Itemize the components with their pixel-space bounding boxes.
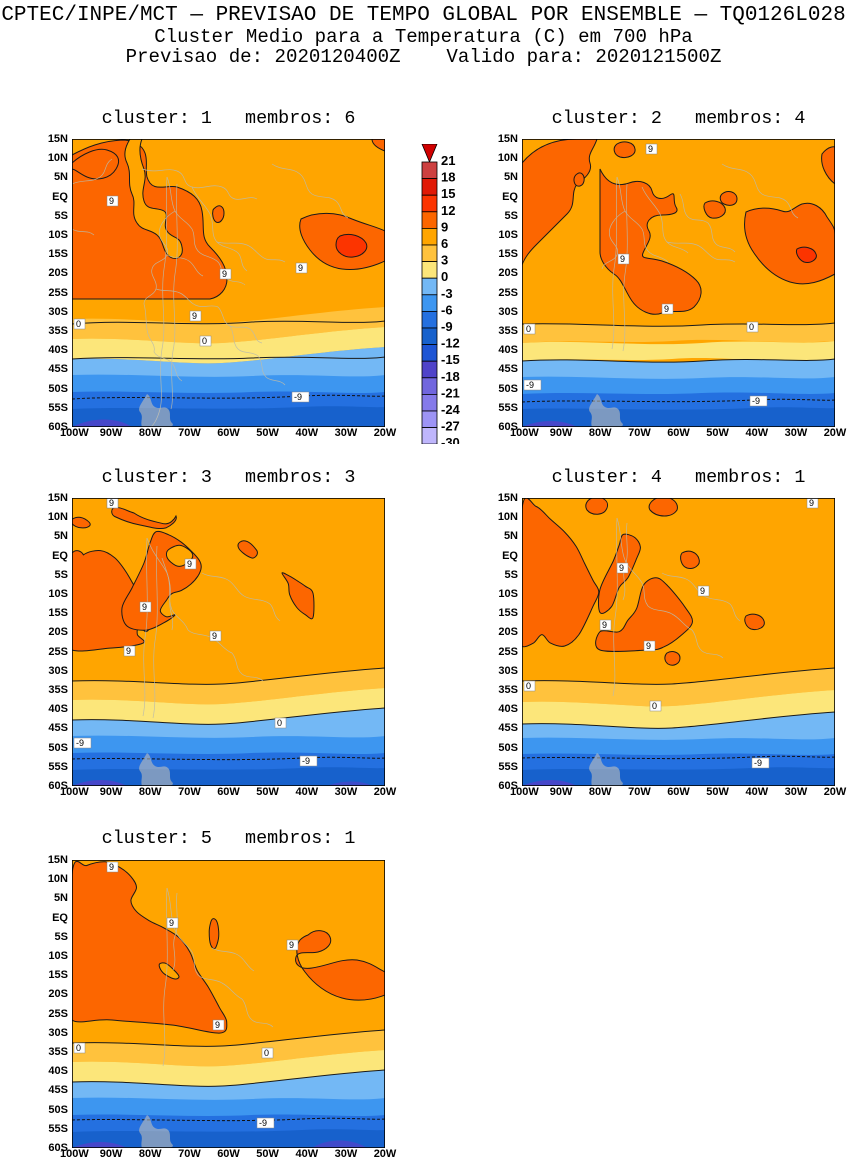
svg-text:9: 9 <box>664 304 669 314</box>
svg-text:-18: -18 <box>441 369 460 384</box>
svg-text:15: 15 <box>441 186 455 201</box>
svg-text:9: 9 <box>215 1020 220 1030</box>
svg-text:9: 9 <box>646 641 651 651</box>
svg-text:9: 9 <box>212 631 217 641</box>
svg-text:0: 0 <box>76 319 81 329</box>
svg-text:0: 0 <box>526 681 531 691</box>
svg-text:9: 9 <box>441 219 448 234</box>
svg-text:9: 9 <box>109 498 114 508</box>
svg-text:-12: -12 <box>441 336 460 351</box>
svg-text:0: 0 <box>652 701 657 711</box>
svg-text:-3: -3 <box>441 286 453 301</box>
svg-text:-9: -9 <box>259 1118 267 1128</box>
svg-text:3: 3 <box>441 253 448 268</box>
svg-text:9: 9 <box>169 918 174 928</box>
svg-text:9: 9 <box>126 646 131 656</box>
svg-text:9: 9 <box>187 559 192 569</box>
svg-text:18: 18 <box>441 170 455 185</box>
svg-text:21: 21 <box>441 153 455 168</box>
svg-text:9: 9 <box>192 311 197 321</box>
svg-text:9: 9 <box>809 498 814 508</box>
svg-text:9: 9 <box>222 269 227 279</box>
svg-text:9: 9 <box>648 144 653 154</box>
svg-text:9: 9 <box>700 586 705 596</box>
svg-text:-27: -27 <box>441 419 460 434</box>
svg-text:9: 9 <box>298 263 303 273</box>
svg-text:-9: -9 <box>76 738 84 748</box>
svg-text:-15: -15 <box>441 352 460 367</box>
svg-text:9: 9 <box>142 602 147 612</box>
svg-text:-9: -9 <box>526 380 534 390</box>
svg-text:-21: -21 <box>441 385 460 400</box>
svg-text:0: 0 <box>202 336 207 346</box>
svg-text:9: 9 <box>602 620 607 630</box>
svg-text:9: 9 <box>620 254 625 264</box>
svg-text:9: 9 <box>289 940 294 950</box>
svg-text:-9: -9 <box>294 392 302 402</box>
svg-text:-6: -6 <box>441 302 453 317</box>
svg-text:0: 0 <box>526 324 531 334</box>
svg-text:0: 0 <box>264 1048 269 1058</box>
svg-text:-9: -9 <box>754 758 762 768</box>
svg-text:-9: -9 <box>302 756 310 766</box>
svg-text:9: 9 <box>109 196 114 206</box>
svg-text:-24: -24 <box>441 402 461 417</box>
svg-text:12: 12 <box>441 203 455 218</box>
svg-text:0: 0 <box>749 322 754 332</box>
svg-text:0: 0 <box>76 1043 81 1053</box>
svg-text:9: 9 <box>109 862 114 872</box>
svg-text:-9: -9 <box>441 319 453 334</box>
svg-text:0: 0 <box>277 718 282 728</box>
svg-text:6: 6 <box>441 236 448 251</box>
svg-text:-30: -30 <box>441 435 460 444</box>
svg-text:0: 0 <box>441 269 448 284</box>
svg-text:-9: -9 <box>752 396 760 406</box>
svg-text:9: 9 <box>619 563 624 573</box>
